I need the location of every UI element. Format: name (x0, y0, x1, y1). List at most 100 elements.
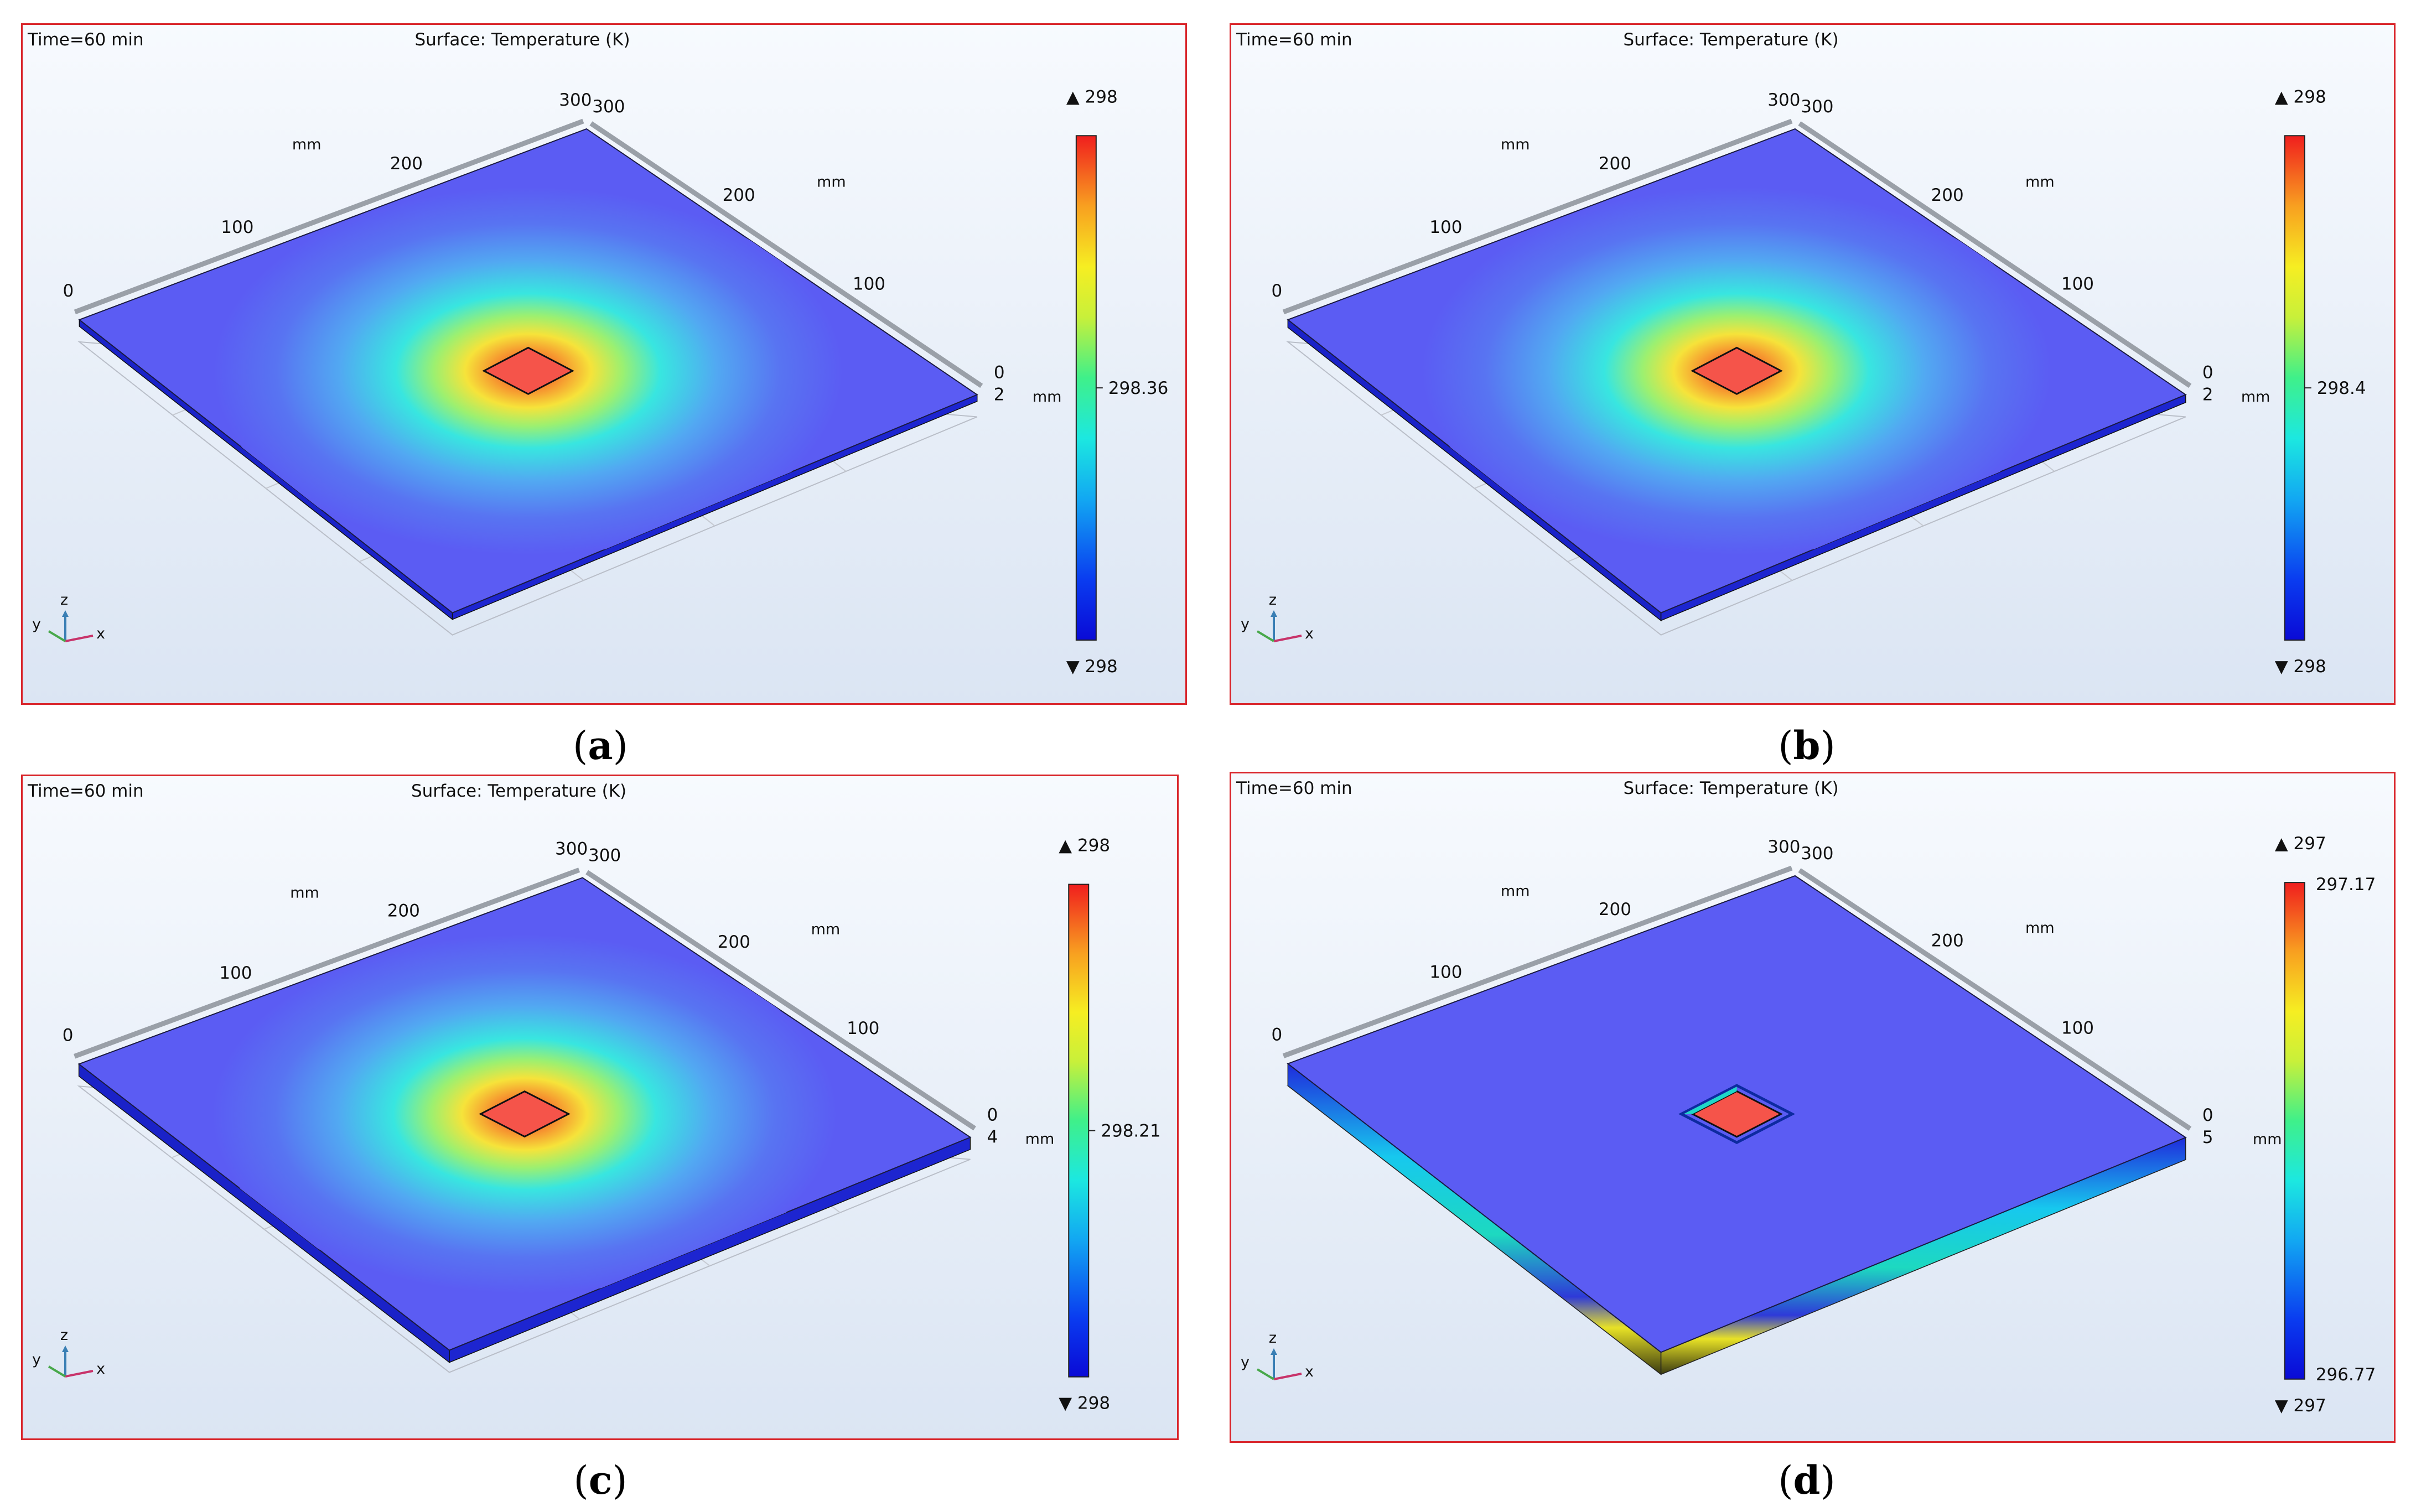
x-tick-label: 100 (221, 217, 253, 237)
legend-top-label: 297.17 (2316, 875, 2376, 895)
axes-icon-z-arrow (1271, 610, 1277, 617)
axis-rail-x (74, 118, 584, 315)
legend-mid-label: 298.21 (1101, 1121, 1160, 1141)
panel-caption-a: (a) (573, 723, 628, 768)
x-tick-label: 200 (1599, 154, 1631, 174)
z-unit-label: mm (1025, 1131, 1055, 1148)
x-tick-label: 200 (390, 154, 423, 174)
caption-letter: b (1793, 723, 1821, 768)
x-tick-label: 100 (1429, 962, 1462, 982)
y-unit-label: mm (811, 921, 841, 938)
axes-icon-z-label: z (60, 1327, 68, 1344)
y-tick-label: 200 (1931, 185, 1964, 205)
x-tick-label: 300 (555, 839, 588, 859)
axis-rail-y (585, 870, 976, 1131)
y-tick-label: 300 (592, 97, 625, 117)
panel-caption-b: (b) (1778, 723, 1836, 768)
x-tick-label: 200 (387, 901, 420, 921)
x-tick-label: 0 (63, 1025, 74, 1045)
axis-rail-y (1798, 868, 2192, 1131)
heat-source-square (1691, 1090, 1783, 1138)
y-unit-label: mm (817, 174, 846, 191)
caption-letter: a (588, 723, 613, 768)
color-legend-bar (2284, 882, 2305, 1380)
x-tick-label: 100 (1429, 217, 1462, 237)
plot-title: Surface: Temperature (K) (1623, 30, 1838, 50)
legend-max-label: ▲ 298 (2275, 87, 2326, 107)
simulation-panel-a: Time=60 min Surface: Temperature (K) 0 100 2… (21, 23, 1187, 705)
y-tick-label: 100 (2061, 274, 2094, 294)
axes-icon-x-label: x (96, 1360, 105, 1378)
legend-min-label: ▼ 298 (1066, 657, 1118, 677)
y-tick-label: 200 (1931, 931, 1964, 951)
x-unit-label: mm (292, 136, 322, 153)
legend-max-label: ▲ 298 (1059, 835, 1110, 855)
y-tick-label: 0 (994, 362, 1005, 382)
x-tick-label: 200 (1599, 900, 1631, 919)
color-legend-bar (2284, 135, 2305, 641)
y-tick-label: 100 (2061, 1018, 2094, 1038)
time-label: Time=60 min (27, 781, 144, 801)
y-tick-label: 0 (2202, 362, 2213, 382)
heat-source-recess (1678, 1084, 1796, 1144)
axes-icon-x-label: x (1305, 1363, 1314, 1380)
color-legend-bar (1075, 135, 1097, 641)
y-tick-label: 300 (1801, 844, 1833, 864)
time-label: Time=60 min (27, 30, 144, 50)
axes-icon-y-label: y (32, 616, 41, 633)
y-tick-label: 300 (588, 845, 621, 865)
plot-title: Surface: Temperature (K) (1623, 778, 1838, 798)
axes-icon-x-label: x (96, 625, 105, 642)
legend-min-label: ▼ 297 (2275, 1396, 2326, 1416)
panel-frame (21, 23, 1187, 705)
x-tick-label: 0 (1271, 1025, 1282, 1045)
legend-min-label: ▼ 298 (1059, 1394, 1110, 1414)
z-unit-label: mm (2241, 388, 2270, 406)
y-unit-label: mm (2025, 174, 2055, 191)
axes-icon-z-label: z (1269, 591, 1277, 609)
heat-source-square (1691, 346, 1783, 395)
axes-icon-x (1273, 635, 1302, 642)
z-unit-label: mm (1033, 388, 1062, 406)
x-unit-label: mm (290, 885, 319, 902)
legend-max-label: ▲ 297 (2275, 834, 2326, 854)
thickness-tick-label: 4 (987, 1127, 998, 1147)
panel-caption-c: (c) (573, 1457, 627, 1503)
legend-mid-label: 298.4 (2317, 378, 2366, 398)
x-tick-label: 300 (1767, 837, 1800, 857)
y-tick-label: 0 (987, 1105, 998, 1125)
axis-rail-x (1282, 118, 1793, 315)
x-tick-label: 0 (63, 281, 74, 301)
plot-title: Surface: Temperature (K) (414, 30, 630, 50)
y-tick-label: 200 (723, 185, 755, 205)
thickness-tick-label: 2 (2202, 385, 2213, 404)
axes-icon-x (65, 1370, 94, 1378)
legend-bottom-label: 296.77 (2316, 1365, 2376, 1385)
panel-frame (1230, 772, 2396, 1443)
z-unit-label: mm (2253, 1131, 2282, 1148)
x-tick-label: 300 (559, 90, 592, 110)
time-label: Time=60 min (1236, 778, 1352, 798)
panel-frame (1230, 23, 2396, 705)
caption-letter: c (589, 1457, 613, 1503)
y-tick-label: 300 (1801, 97, 1833, 117)
axes-icon-z-arrow (62, 1345, 69, 1352)
legend-max-label: ▲ 298 (1066, 87, 1118, 107)
time-label: Time=60 min (1236, 30, 1352, 50)
axes-icon-z-arrow (1271, 1348, 1277, 1355)
panel-frame (21, 775, 1179, 1440)
x-tick-label: 100 (219, 963, 252, 983)
thickness-tick-label: 5 (2202, 1127, 2213, 1147)
heat-source-square (479, 1090, 571, 1138)
axes-icon-x (65, 635, 94, 642)
plot-title: Surface: Temperature (K) (411, 781, 626, 801)
axes-icon-y (48, 630, 66, 642)
y-unit-label: mm (2025, 919, 2055, 937)
axis-rail-y (589, 121, 983, 388)
thickness-tick-label: 2 (994, 385, 1005, 404)
axes-icon-z-arrow (62, 610, 69, 617)
axes-icon-z-label: z (60, 591, 68, 609)
axes-icon-y-label: y (1241, 1354, 1250, 1371)
panel-caption-d: (d) (1778, 1457, 1836, 1503)
